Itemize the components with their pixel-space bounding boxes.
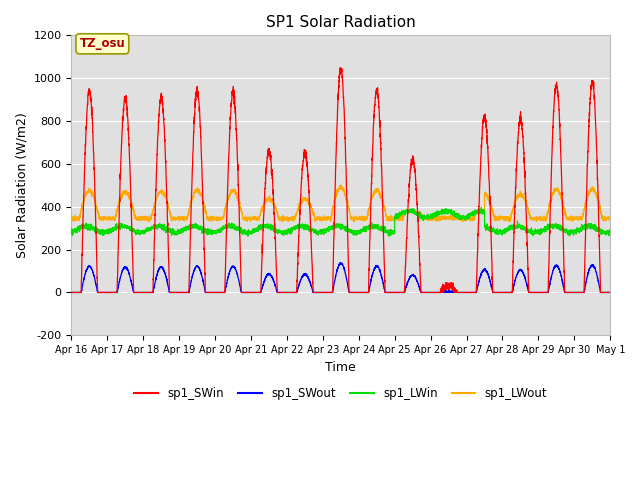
Y-axis label: Solar Radiation (W/m2): Solar Radiation (W/m2) [15, 112, 28, 258]
X-axis label: Time: Time [326, 360, 356, 373]
Title: SP1 Solar Radiation: SP1 Solar Radiation [266, 15, 416, 30]
Legend: sp1_SWin, sp1_SWout, sp1_LWin, sp1_LWout: sp1_SWin, sp1_SWout, sp1_LWin, sp1_LWout [129, 382, 552, 404]
Text: TZ_osu: TZ_osu [79, 37, 125, 50]
